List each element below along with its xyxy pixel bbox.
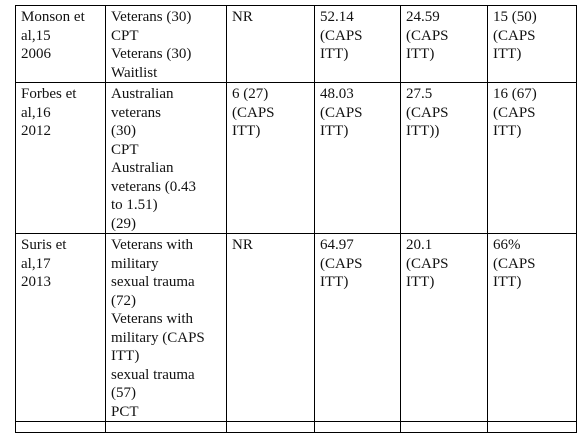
value-cell: 48.03 (CAPS ITT) [314, 82, 401, 234]
value-cell: NR [226, 5, 315, 83]
population-cell: Australian veterans (30) CPT Australian … [105, 82, 227, 234]
study-cell: Suris et al,17 2013 [15, 233, 106, 422]
study-cell: Monson et al,15 2006 [15, 5, 106, 83]
value-cell: 66% (CAPS ITT) [487, 233, 577, 422]
value-cell: NR [226, 233, 315, 422]
table-row: Forbes et al,16 2012 Australian veterans… [15, 82, 577, 234]
study-cell: Forbes et al,16 2012 [15, 82, 106, 234]
value-cell: 52.14 (CAPS ITT) [314, 5, 401, 83]
value-cell: 15 (50) (CAPS ITT) [487, 5, 577, 83]
empty-cell [105, 421, 227, 433]
empty-cell [400, 421, 488, 433]
empty-cell [226, 421, 315, 433]
table-row: Monson et al,15 2006 Veterans (30) CPT V… [15, 5, 577, 83]
empty-cell [314, 421, 401, 433]
population-cell: Veterans with military sexual trauma (72… [105, 233, 227, 422]
population-cell: Veterans (30) CPT Veterans (30) Waitlist [105, 5, 227, 83]
value-cell: 6 (27) (CAPS ITT) [226, 82, 315, 234]
empty-cell [487, 421, 577, 433]
value-cell: 24.59 (CAPS ITT) [400, 5, 488, 83]
empty-cell [15, 421, 106, 433]
value-cell: 20.1 (CAPS ITT) [400, 233, 488, 422]
table-row [15, 421, 577, 433]
value-cell: 27.5 (CAPS ITT)) [400, 82, 488, 234]
results-table: Monson et al,15 2006 Veterans (30) CPT V… [15, 5, 577, 433]
value-cell: 64.97 (CAPS ITT) [314, 233, 401, 422]
table-row: Suris et al,17 2013 Veterans with milita… [15, 233, 577, 422]
value-cell: 16 (67) (CAPS ITT) [487, 82, 577, 234]
